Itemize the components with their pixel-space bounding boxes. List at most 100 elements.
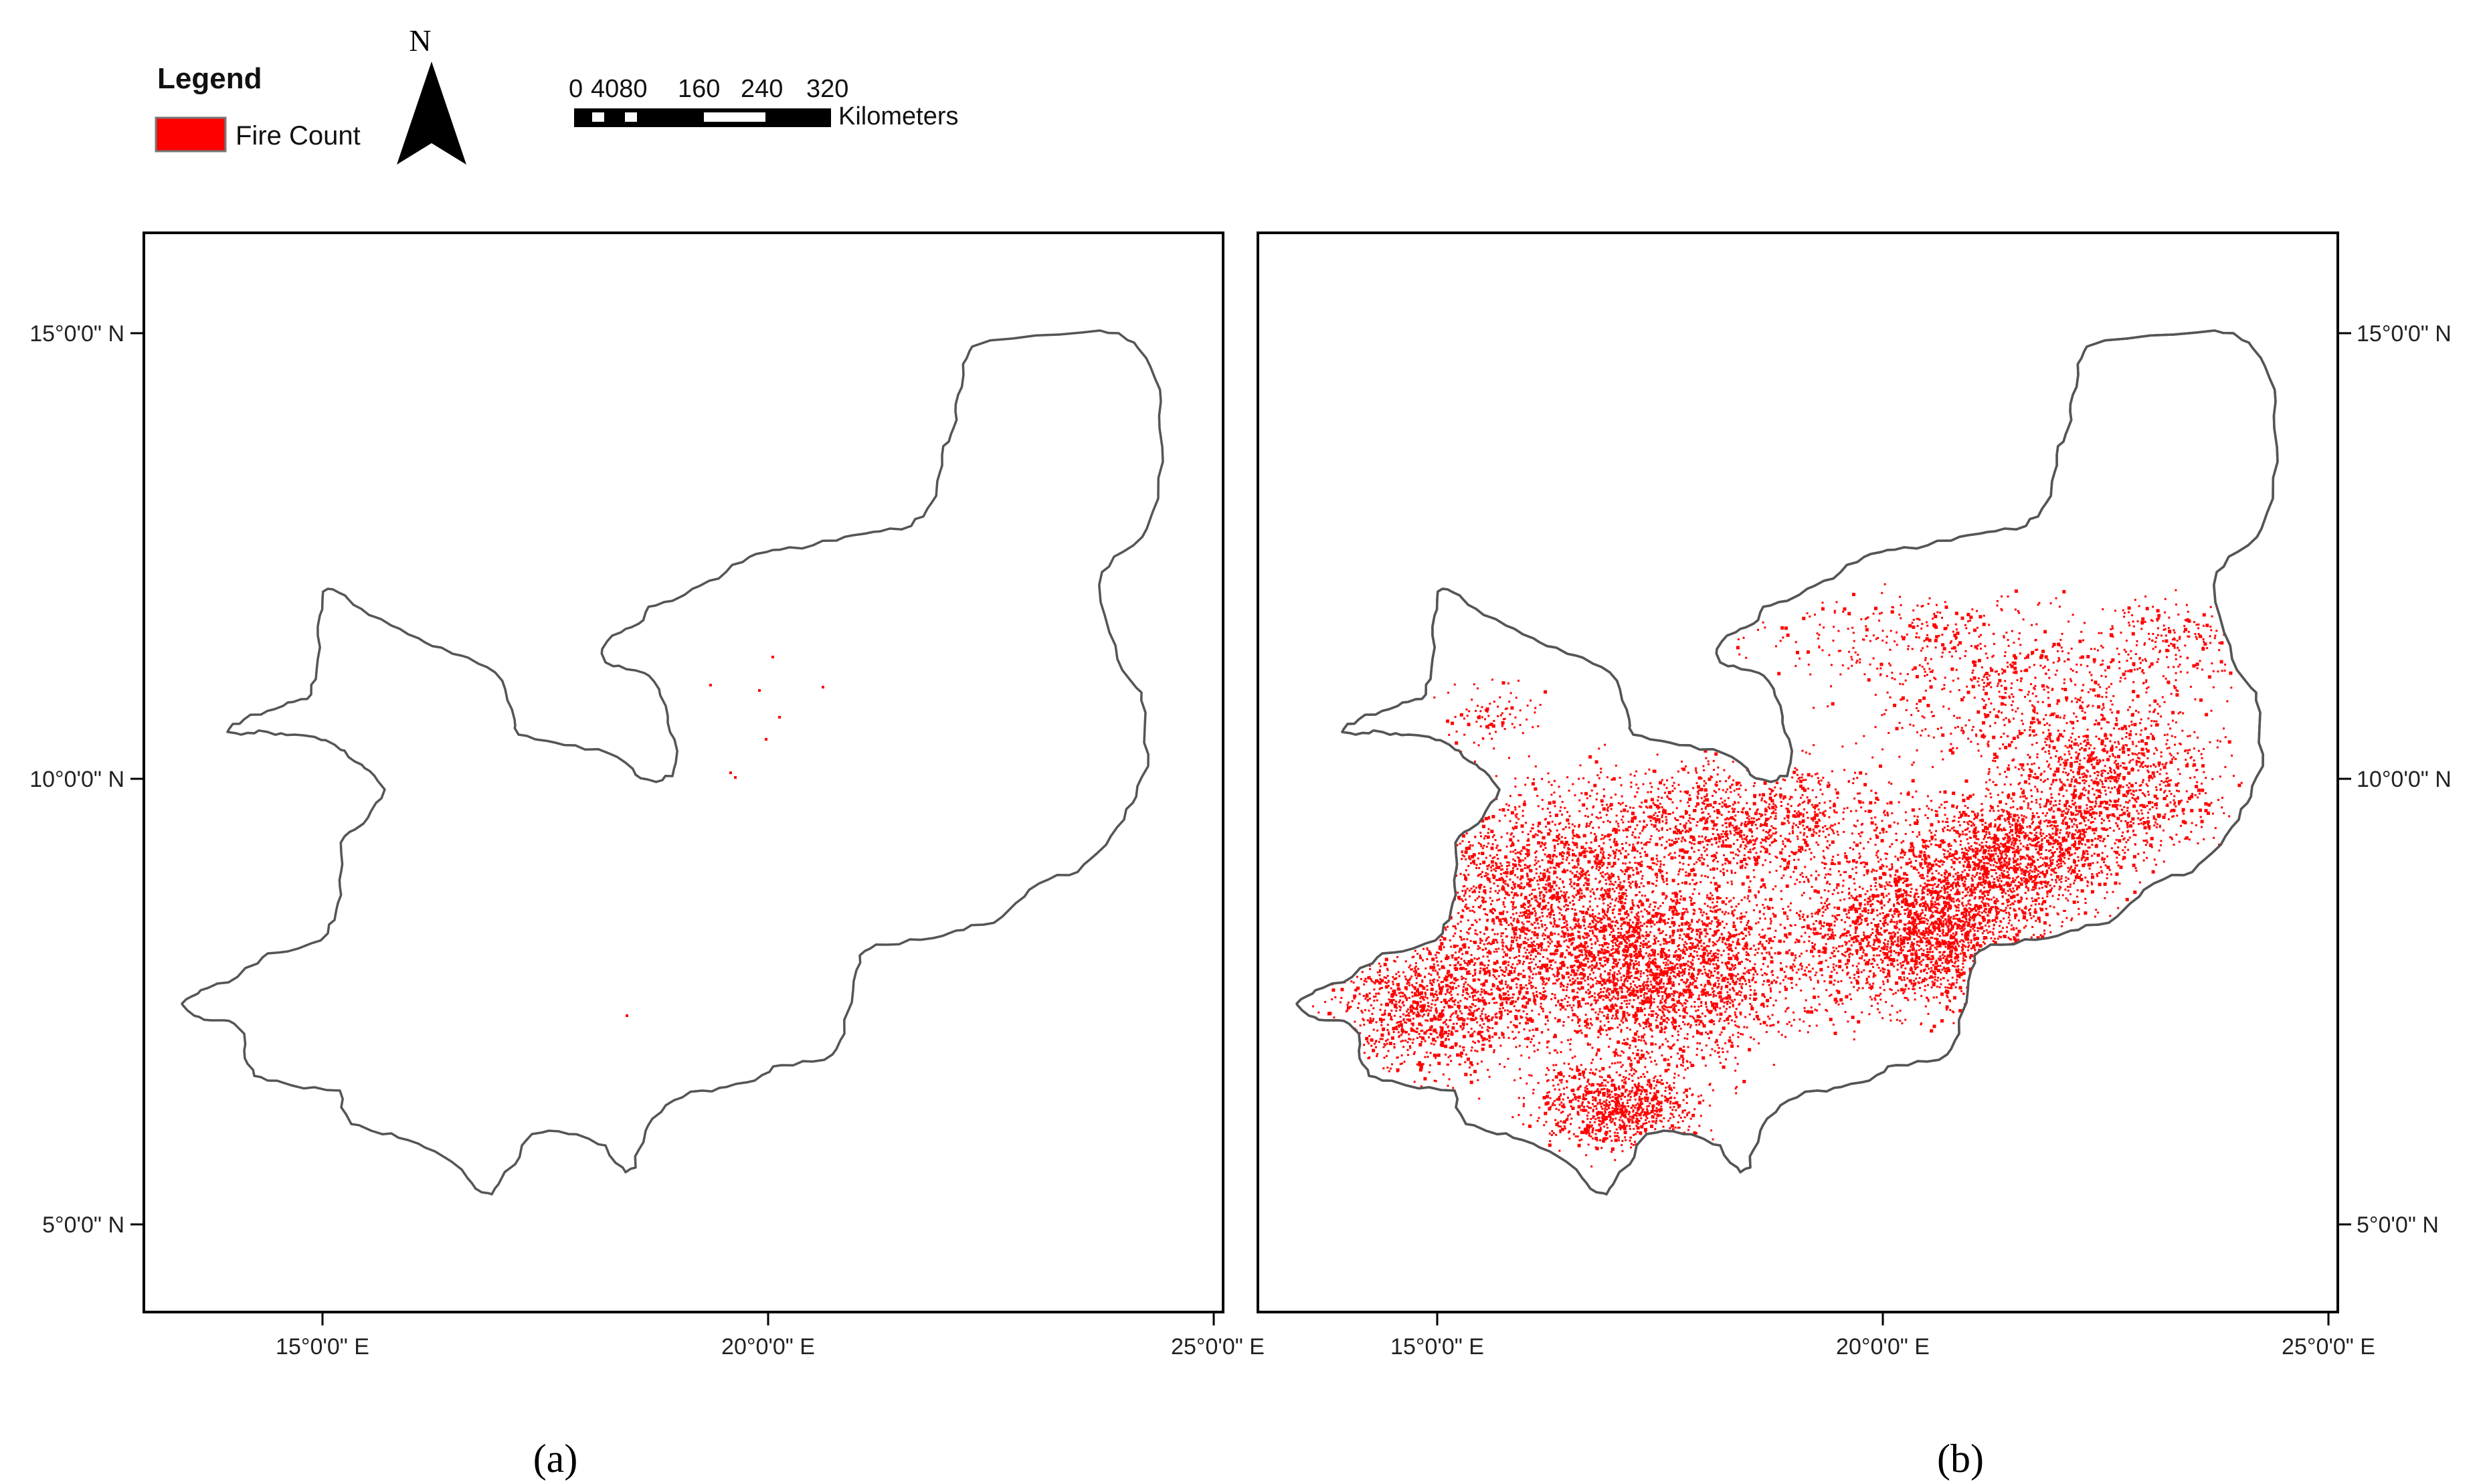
fire-point [1938, 944, 1942, 948]
fire-point [1625, 1003, 1628, 1006]
fire-point [1647, 880, 1651, 885]
fire-point [1688, 946, 1692, 950]
fire-point [1677, 970, 1680, 973]
fire-point [1705, 1003, 1707, 1005]
fire-point [1977, 1004, 1980, 1006]
fire-point [1867, 941, 1870, 943]
fire-point [1644, 1014, 1646, 1016]
fire-point [2080, 978, 2084, 982]
fire-point [1682, 1021, 1684, 1023]
fire-point [1711, 920, 1714, 923]
fire-point [1932, 955, 1934, 957]
fire-point [1647, 1022, 1650, 1024]
fire-point [1770, 947, 1772, 949]
fire-point [1995, 911, 1999, 915]
fire-point [1991, 973, 1995, 977]
fire-point [1824, 933, 1827, 936]
fire-point [1960, 930, 1963, 932]
fire-point [2033, 915, 2035, 918]
fire-point [1333, 959, 1336, 962]
fire-point [1972, 1020, 1975, 1023]
fire-point [1629, 919, 1631, 921]
fire-point [1916, 818, 1918, 821]
fire-point [1961, 947, 1964, 949]
fire-point [1860, 921, 1863, 924]
fire-point [1831, 931, 1834, 933]
fire-point [1982, 992, 1985, 995]
fire-point [1671, 992, 1673, 995]
fire-point [1982, 919, 1985, 921]
fire-point [1670, 966, 1673, 969]
fire-point [1634, 945, 1638, 949]
fire-point [1686, 948, 1688, 951]
fire-point [1993, 881, 1996, 884]
fire-point [1685, 963, 1687, 965]
fire-point [1566, 945, 1569, 948]
fire-point [1862, 951, 1865, 954]
fire-point [1936, 885, 1939, 888]
fire-point [1665, 987, 1667, 990]
fire-point [1592, 1008, 1594, 1011]
fire-point [1713, 1023, 1716, 1026]
fire-point [1952, 1022, 1955, 1024]
fire-point [1665, 961, 1667, 964]
fire-point [1841, 945, 1843, 947]
fire-point [1671, 939, 1673, 941]
fire-point [1764, 917, 1766, 920]
fire-point [1950, 954, 1952, 957]
fire-point [1635, 970, 1639, 974]
fire-point [1509, 833, 1512, 836]
fire-point [1567, 976, 1570, 979]
fire-point [1635, 1020, 1637, 1022]
fire-point [1677, 929, 1679, 932]
fire-point [1692, 1035, 1695, 1038]
fire-point [1748, 954, 1750, 957]
fire-point [1717, 919, 1720, 922]
fire-point [1639, 1056, 1643, 1060]
fire-point [1955, 953, 1959, 957]
fire-point [1879, 969, 1882, 972]
fire-point [1908, 858, 1911, 860]
fire-point [1532, 992, 1535, 995]
fire-point [1735, 1008, 1738, 1010]
fire-point [1655, 980, 1658, 983]
fire-point [1922, 930, 1925, 932]
fire-point [1869, 945, 1871, 947]
fire-point [1995, 916, 1999, 920]
fire-point [1560, 964, 1563, 967]
fire-point [1852, 903, 1855, 906]
fire-point [1643, 994, 1645, 996]
fire-point [1985, 891, 1987, 893]
fire-point [1655, 912, 1658, 915]
fire-point [1894, 883, 1898, 887]
fire-point [1813, 889, 1817, 893]
fire-point [2009, 963, 2011, 966]
fire-point [1429, 876, 1432, 878]
fire-point [1623, 933, 1626, 936]
fire-point [1943, 889, 1946, 891]
fire-point [1968, 907, 1970, 909]
fire-point [1633, 990, 1635, 992]
fire-point [1926, 984, 1929, 986]
fire-point [1731, 913, 1734, 915]
fire-point [1946, 986, 1949, 989]
fire-point [1845, 943, 1847, 946]
fire-point [1912, 921, 1914, 924]
fire-point [1754, 963, 1756, 965]
fire-point [1866, 923, 1869, 926]
fire-point [1876, 932, 1879, 935]
fire-point [1897, 931, 1900, 934]
fire-point [1596, 1048, 1600, 1052]
fire-point [1736, 917, 1739, 920]
fire-point [1524, 947, 1526, 949]
fire-point [1864, 862, 1868, 866]
fire-point [1559, 962, 1562, 964]
fire-point [1471, 860, 1475, 864]
fire-point [1687, 996, 1690, 999]
fire-point [1629, 955, 1632, 958]
fire-point [1642, 1000, 1646, 1004]
fire-point [1931, 872, 1934, 875]
fire-point [2041, 936, 2043, 938]
fire-point [1637, 935, 1641, 939]
fire-point [1929, 917, 1932, 919]
